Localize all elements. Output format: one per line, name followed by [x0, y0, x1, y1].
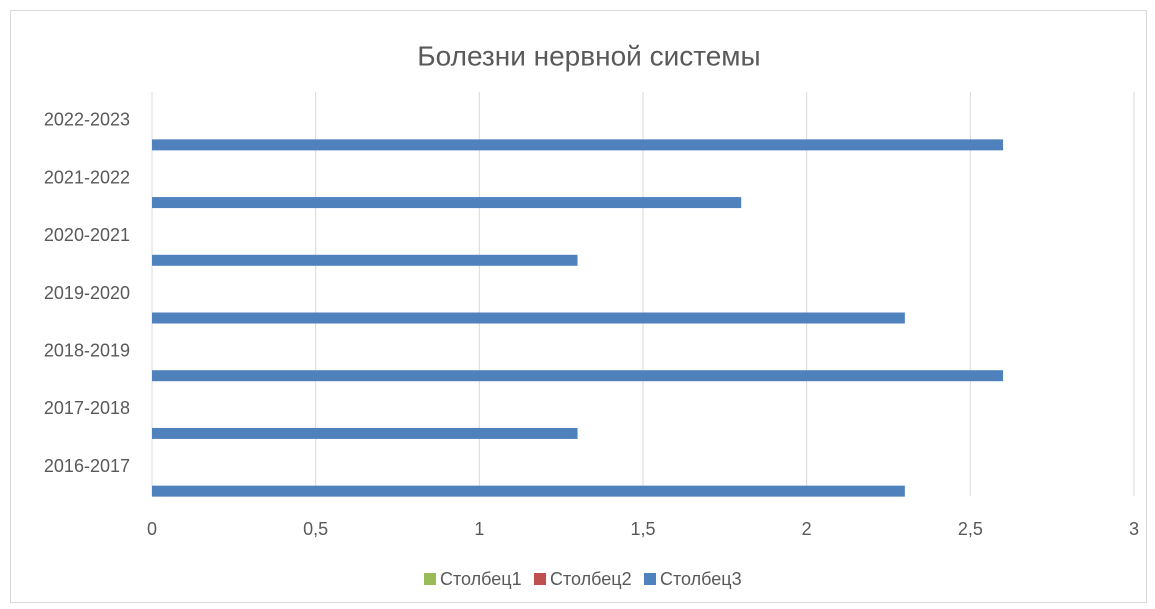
- x-tick-label: 2,5: [958, 519, 983, 539]
- legend-label: Столбец3: [660, 569, 742, 589]
- bar: [152, 485, 905, 497]
- bar: [152, 197, 742, 209]
- y-tick-label: 2019-2020: [44, 283, 130, 303]
- chart-border: [10, 10, 1147, 603]
- legend-swatch: [644, 573, 656, 585]
- x-tick-label: 1: [474, 519, 484, 539]
- legend-label: Столбец2: [550, 569, 632, 589]
- x-tick-label: 1,5: [630, 519, 655, 539]
- y-tick-label: 2021-2022: [44, 167, 130, 187]
- y-tick-label: 2022-2023: [44, 110, 130, 130]
- y-tick-label: 2018-2019: [44, 340, 130, 360]
- y-tick-label: 2016-2017: [44, 456, 130, 476]
- x-tick-label: 2: [802, 519, 812, 539]
- bar: [152, 139, 1004, 151]
- y-tick-label: 2020-2021: [44, 225, 130, 245]
- bar: [152, 254, 578, 266]
- chart-title: Болезни нервной системы: [417, 40, 760, 71]
- legend-swatch: [534, 573, 546, 585]
- x-tick-label: 3: [1129, 519, 1139, 539]
- bar: [152, 312, 905, 324]
- legend-label: Столбец1: [440, 569, 522, 589]
- x-tick-label: 0: [147, 519, 157, 539]
- bar: [152, 370, 1004, 382]
- x-tick-label: 0,5: [303, 519, 328, 539]
- bar: [152, 427, 578, 439]
- legend-swatch: [424, 573, 436, 585]
- y-tick-label: 2017-2018: [44, 398, 130, 418]
